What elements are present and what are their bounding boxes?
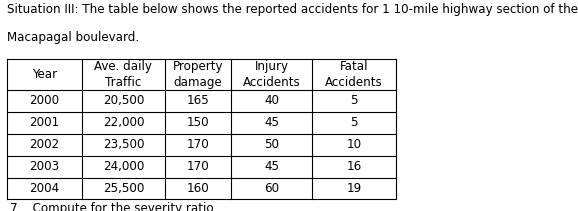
Text: 22,000: 22,000: [103, 116, 144, 129]
Text: 23,500: 23,500: [103, 138, 144, 151]
Text: 20,500: 20,500: [103, 94, 144, 107]
Text: Injury: Injury: [255, 60, 288, 73]
Text: 40: 40: [264, 94, 279, 107]
Text: 25,500: 25,500: [103, 182, 144, 195]
Text: 2003: 2003: [29, 160, 60, 173]
Text: damage: damage: [173, 76, 223, 89]
Text: 60: 60: [264, 182, 279, 195]
Text: Fatal: Fatal: [340, 60, 368, 73]
Text: 45: 45: [264, 116, 279, 129]
Text: 2001: 2001: [29, 116, 60, 129]
Text: 2000: 2000: [29, 94, 60, 107]
Text: 7.   Compute for the severity ratio: 7. Compute for the severity ratio: [10, 202, 213, 211]
Text: 2004: 2004: [29, 182, 60, 195]
Text: Situation III: The table below shows the reported accidents for 1 10-mile highwa: Situation III: The table below shows the…: [7, 3, 578, 16]
Text: Traffic: Traffic: [105, 76, 142, 89]
Text: 170: 170: [187, 138, 209, 151]
Text: 45: 45: [264, 160, 279, 173]
Text: Macapagal boulevard.: Macapagal boulevard.: [7, 31, 139, 44]
Text: 160: 160: [187, 182, 209, 195]
Text: 16: 16: [346, 160, 362, 173]
Text: 24,000: 24,000: [103, 160, 144, 173]
Text: Accidents: Accidents: [325, 76, 383, 89]
Text: 50: 50: [264, 138, 279, 151]
Text: Year: Year: [32, 68, 57, 81]
Text: 10: 10: [346, 138, 362, 151]
Text: Property: Property: [173, 60, 223, 73]
Text: 5: 5: [350, 116, 358, 129]
Text: 2002: 2002: [29, 138, 60, 151]
Text: 5: 5: [350, 94, 358, 107]
Text: Ave. daily: Ave. daily: [94, 60, 153, 73]
Text: Accidents: Accidents: [243, 76, 301, 89]
Text: 150: 150: [187, 116, 209, 129]
Text: 170: 170: [187, 160, 209, 173]
Text: 19: 19: [346, 182, 362, 195]
Text: 165: 165: [187, 94, 209, 107]
